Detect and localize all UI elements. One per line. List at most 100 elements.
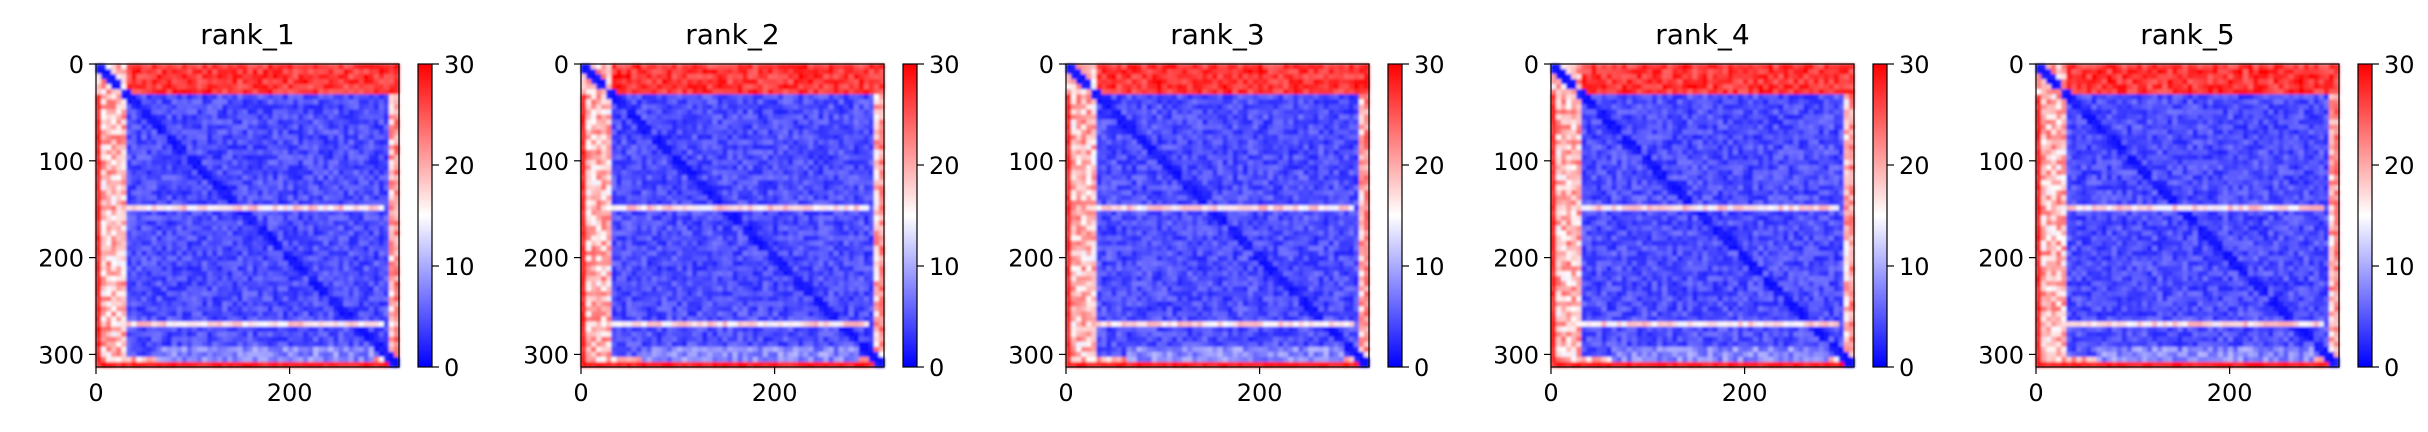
heatmap-cell xyxy=(383,94,390,100)
heatmap-cell xyxy=(348,175,355,181)
heatmap-cell xyxy=(298,276,304,282)
heatmap-cell xyxy=(378,336,385,343)
heatmap-cell xyxy=(303,159,309,166)
heatmap-cell xyxy=(191,185,198,191)
heatmap-cell xyxy=(727,84,734,90)
heatmap-cell xyxy=(186,306,193,313)
heatmap-cell xyxy=(257,129,264,136)
heatmap-cell xyxy=(232,306,238,313)
heatmap-cell xyxy=(793,79,799,85)
heatmap-cell xyxy=(318,321,324,328)
heatmap-cell xyxy=(393,170,400,176)
heatmap-cell xyxy=(368,306,375,313)
heatmap-cell xyxy=(323,266,329,272)
heatmap-cell xyxy=(671,124,678,131)
heatmap-cell xyxy=(126,215,132,222)
heatmap-cell xyxy=(868,134,875,141)
heatmap-cell xyxy=(227,341,233,348)
heatmap-cell xyxy=(136,205,143,212)
heatmap-cell xyxy=(383,230,390,237)
heatmap-cell xyxy=(611,104,617,111)
heatmap-cell xyxy=(626,74,633,80)
heatmap-cell xyxy=(166,346,173,353)
heatmap-cell xyxy=(687,149,693,156)
heatmap-cell xyxy=(818,114,824,121)
heatmap-cell xyxy=(767,64,774,70)
heatmap-cell xyxy=(171,245,178,252)
heatmap-cell xyxy=(96,301,102,307)
heatmap-cell xyxy=(146,104,153,111)
heatmap-cell xyxy=(217,69,223,75)
heatmap-cell xyxy=(636,149,643,156)
heatmap-cell xyxy=(166,220,173,227)
heatmap-cell xyxy=(727,64,734,70)
heatmap-cell xyxy=(106,311,112,318)
heatmap-cell xyxy=(171,235,178,242)
heatmap-cell xyxy=(171,114,178,121)
heatmap-cell xyxy=(591,89,597,95)
heatmap-cell xyxy=(762,89,769,95)
heatmap-cell xyxy=(621,69,628,75)
heatmap-cell xyxy=(232,356,238,363)
heatmap-cell xyxy=(202,170,208,176)
heatmap-cell xyxy=(646,104,653,111)
heatmap-cell xyxy=(166,210,173,217)
heatmap-cell xyxy=(181,276,188,282)
heatmap-cell xyxy=(247,129,254,136)
heatmap-cell xyxy=(808,129,814,136)
heatmap-cell xyxy=(106,134,112,141)
heatmap-cell xyxy=(111,89,117,95)
heatmap-cell xyxy=(717,94,723,100)
heatmap-cell xyxy=(141,195,148,201)
heatmap-cell xyxy=(257,64,264,70)
heatmap-cell xyxy=(318,109,324,116)
heatmap-cell xyxy=(631,99,638,105)
heatmap-cell xyxy=(747,129,754,136)
heatmap-cell xyxy=(262,326,269,333)
heatmap-cell xyxy=(227,84,233,90)
heatmap-cell xyxy=(146,316,153,323)
heatmap-cell xyxy=(207,149,213,156)
heatmap-cell xyxy=(843,129,850,136)
heatmap-cell xyxy=(197,69,203,75)
heatmap-cell xyxy=(671,69,678,75)
heatmap-cell xyxy=(818,124,824,131)
heatmap-cell xyxy=(328,79,334,85)
heatmap-cell xyxy=(338,281,345,287)
heatmap-cell xyxy=(141,235,148,242)
heatmap-cell xyxy=(611,139,617,146)
heatmap-cell xyxy=(141,220,148,227)
heatmap-cell xyxy=(692,175,698,181)
heatmap-cell xyxy=(191,361,198,368)
heatmap-cell xyxy=(237,306,244,313)
heatmap-cell xyxy=(353,159,360,166)
heatmap-cell xyxy=(348,84,355,90)
heatmap-cell xyxy=(267,331,274,338)
heatmap-cell xyxy=(207,240,213,247)
heatmap-cell xyxy=(136,134,143,141)
heatmap-cell xyxy=(323,351,329,358)
heatmap-cell xyxy=(823,109,830,116)
heatmap-cell xyxy=(262,230,269,237)
heatmap-cell xyxy=(666,94,673,100)
heatmap-cell xyxy=(393,301,400,307)
heatmap-cell xyxy=(262,240,269,247)
heatmap-cell xyxy=(328,321,334,328)
heatmap-cell xyxy=(343,326,350,333)
heatmap-cell xyxy=(803,74,809,80)
heatmap-cell xyxy=(176,311,183,318)
heatmap-cell xyxy=(873,154,880,161)
heatmap-cell xyxy=(136,114,143,121)
heatmap-cell xyxy=(788,154,794,161)
heatmap-cell xyxy=(131,301,137,307)
heatmap-cell xyxy=(267,64,274,70)
heatmap-cell xyxy=(303,230,309,237)
heatmap-cell xyxy=(217,341,223,348)
heatmap-cell xyxy=(676,149,683,156)
heatmap-cell xyxy=(611,175,617,181)
heatmap-cell xyxy=(181,240,188,247)
heatmap-cell xyxy=(393,321,400,328)
heatmap-cell xyxy=(171,99,178,105)
heatmap-cell xyxy=(682,149,688,156)
heatmap-cell xyxy=(156,326,163,333)
